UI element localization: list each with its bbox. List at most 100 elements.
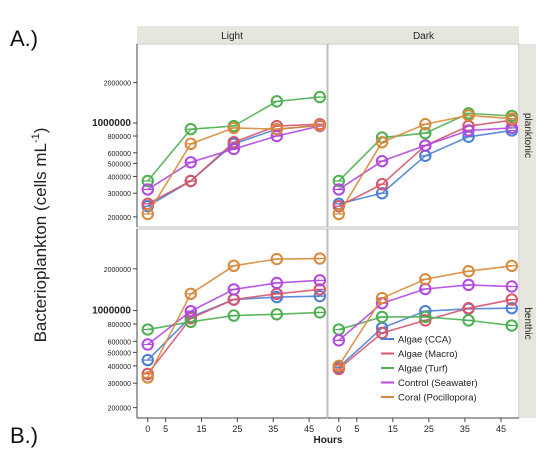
x-tick-label: 35 [268, 424, 278, 434]
x-tick-label: 5 [354, 424, 359, 434]
data-point-algae-turf [313, 306, 327, 319]
y-axis-label-superscript: -1 [30, 133, 42, 143]
data-point-control-seawater [313, 274, 327, 287]
data-point-control-seawater [505, 121, 518, 135]
data-point-algae-macro [375, 178, 389, 191]
data-point-control-seawater [419, 139, 432, 152]
data-point-control-seawater [505, 280, 518, 293]
column-strip [137, 26, 519, 43]
data-point-control-seawater [270, 129, 284, 143]
y-tick-label: 400000 [108, 364, 131, 371]
y-axis-label-close: ) [31, 128, 50, 134]
panel-frame-planktonic-dark [327, 43, 520, 228]
data-point-algae-turf [313, 90, 327, 104]
legend-label-algae-turf: Algae (Turf) [398, 364, 448, 375]
data-point-control-seawater [141, 183, 154, 196]
data-point-algae-turf [270, 95, 284, 108]
data-point-control-seawater [462, 278, 475, 292]
y-tick-label: 600000 [108, 339, 131, 346]
data-point-coral-pocillopora [462, 109, 475, 122]
data-point-algae-turf [505, 319, 518, 332]
x-tick-label: 25 [424, 424, 434, 434]
data-point-algae-macro [313, 283, 327, 296]
data-point-coral-pocillopora [270, 122, 284, 136]
data-point-algae-turf [227, 309, 240, 322]
panel-planktonic-light [141, 90, 327, 221]
panel-frame-benthic-light [136, 228, 328, 419]
y-tick-label: 400000 [108, 174, 131, 181]
y-tick-label: 300000 [108, 191, 131, 198]
data-point-coral-pocillopora [227, 259, 240, 273]
y-tick-label: 200000 [108, 215, 131, 222]
data-point-algae-macro [462, 301, 475, 315]
data-point-algae-turf [462, 314, 475, 327]
data-point-algae-turf [419, 310, 432, 324]
data-point-control-seawater [227, 142, 240, 156]
x-tick-label: 45 [304, 424, 314, 434]
panel-frame-planktonic-light [136, 43, 328, 228]
data-point-algae-turf [184, 122, 197, 136]
data-point-coral-pocillopora [375, 291, 389, 305]
x-tick-label: 25 [232, 424, 242, 434]
row-label-benthic: benthic [522, 307, 533, 339]
data-point-control-seawater [227, 283, 240, 296]
legend-label-algae-macro: Algae (Macro) [398, 349, 458, 360]
data-point-algae-cca [375, 187, 389, 200]
column-label-dark: Dark [413, 31, 435, 42]
y-tick-label: 600000 [108, 151, 131, 158]
data-point-algae-macro [505, 293, 518, 306]
data-point-coral-pocillopora [184, 137, 197, 151]
data-point-control-seawater [184, 156, 197, 169]
x-tick-label: 0 [145, 424, 150, 434]
data-point-algae-turf [419, 126, 432, 140]
y-tick-label: 800000 [108, 134, 131, 141]
data-point-algae-turf [375, 310, 389, 324]
data-point-coral-pocillopora [505, 259, 518, 273]
data-point-coral-pocillopora [462, 265, 475, 278]
data-point-algae-turf [332, 174, 346, 188]
x-axis-label: Hours [314, 435, 343, 446]
y-tick-label: 1000000 [92, 118, 131, 129]
data-point-coral-pocillopora [141, 371, 154, 384]
data-point-coral-pocillopora [227, 121, 240, 135]
data-point-coral-pocillopora [332, 359, 346, 373]
x-tick-label: 35 [460, 424, 470, 434]
legend-label-algae-cca: Algae (CCA) [398, 335, 451, 346]
data-point-coral-pocillopora [419, 273, 432, 286]
y-tick-label: 500000 [108, 350, 131, 357]
data-point-algae-macro [141, 367, 154, 381]
data-point-algae-cca [313, 289, 327, 303]
data-point-control-seawater [332, 334, 346, 347]
data-point-coral-pocillopora [375, 135, 389, 149]
data-point-coral-pocillopora [419, 118, 432, 131]
data-point-coral-pocillopora [332, 207, 346, 221]
series-line-control-seawater [147, 125, 321, 191]
y-tick-label: 2000000 [104, 267, 131, 274]
data-point-algae-cca [505, 301, 518, 315]
data-point-control-seawater [184, 304, 197, 318]
data-point-coral-pocillopora [184, 287, 197, 301]
data-point-algae-macro [419, 314, 432, 327]
data-point-algae-macro [184, 312, 197, 325]
series-line-coral-pocillopora [147, 257, 320, 378]
y-axis-label-main: Bacterioplankton (cells mL [31, 143, 50, 342]
data-point-algae-cca [141, 353, 154, 367]
data-point-coral-pocillopora [270, 252, 284, 266]
data-point-coral-pocillopora [313, 252, 327, 265]
data-point-algae-macro [184, 174, 197, 188]
y-tick-label: 300000 [108, 381, 131, 388]
x-tick-label: 45 [496, 424, 506, 434]
y-tick-label: 500000 [108, 161, 131, 168]
data-point-algae-turf [141, 323, 154, 336]
x-tick-label: 15 [197, 424, 207, 434]
data-point-control-seawater [332, 183, 346, 196]
x-tick-label: 5 [163, 424, 168, 434]
y-tick-label: 2000000 [104, 81, 131, 88]
y-axis-label: Bacterioplankton (cells mL-1) [30, 128, 50, 343]
data-point-coral-pocillopora [505, 112, 518, 125]
data-point-control-seawater [462, 124, 475, 137]
panel-benthic-dark [332, 259, 518, 376]
panel-benthic-light [141, 252, 327, 384]
data-point-coral-pocillopora [141, 207, 154, 221]
